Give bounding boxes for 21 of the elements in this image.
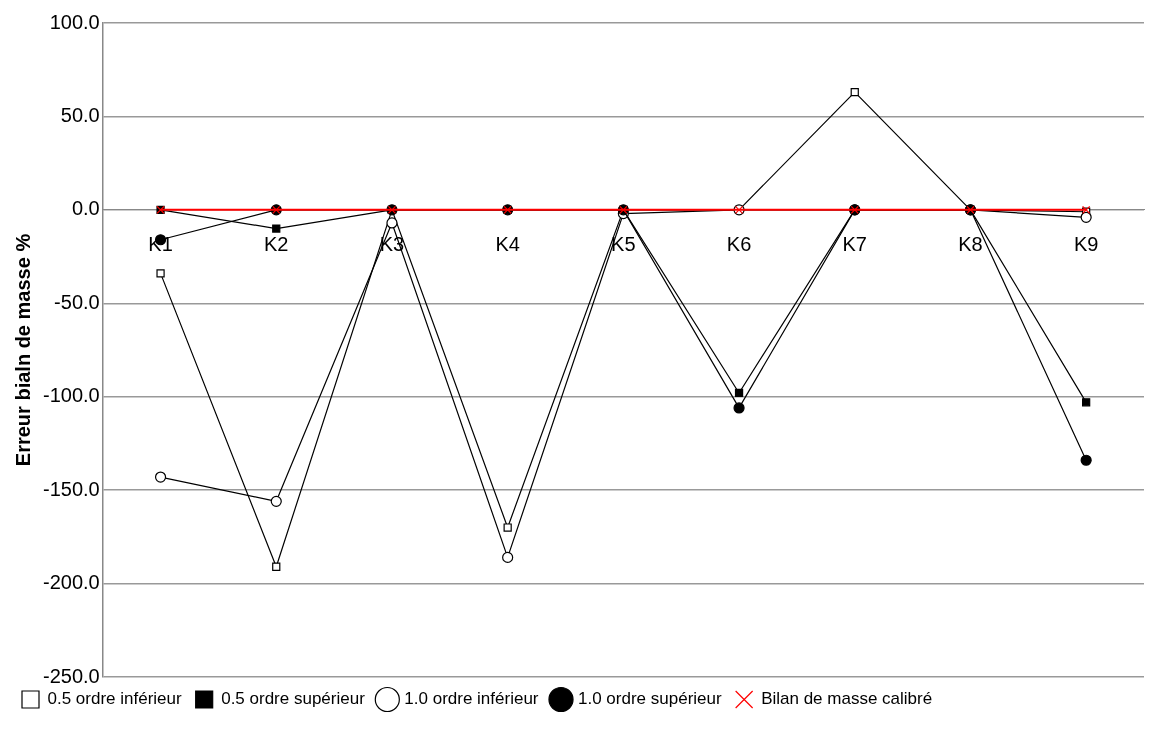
x-tick-label: K8: [958, 233, 983, 256]
y-tick-label: -250.0: [42, 664, 100, 687]
legend-label: 1.0 ordre supérieur: [578, 689, 722, 709]
x-tick-label: K7: [842, 233, 867, 256]
y-tick-label: -50.0: [54, 290, 100, 313]
y-tick-label: -150.0: [42, 477, 100, 500]
x-tick-label: K2: [264, 233, 289, 256]
x-tick-label: K6: [726, 233, 752, 256]
y-tick-label: 100.0: [49, 10, 100, 33]
legend-label: Bilan de masse calibré: [761, 689, 933, 709]
y-axis-title: Erreur bialn de masse %: [11, 233, 34, 467]
x-tick-label: K4: [495, 233, 520, 256]
x-tick-label: K5: [611, 233, 636, 256]
y-tick-label: -100.0: [42, 384, 100, 407]
legend-label: 0.5 ordre inférieur: [47, 689, 183, 709]
y-tick-label: -200.0: [42, 571, 100, 594]
legend-label: 0.5 ordre supérieur: [221, 689, 366, 709]
y-tick-label: 50.0: [60, 103, 100, 126]
x-tick-label: K9: [1073, 233, 1099, 256]
y-tick-label: 0.0: [71, 197, 100, 220]
legend-label: 1.0 ordre inférieur: [404, 689, 539, 709]
